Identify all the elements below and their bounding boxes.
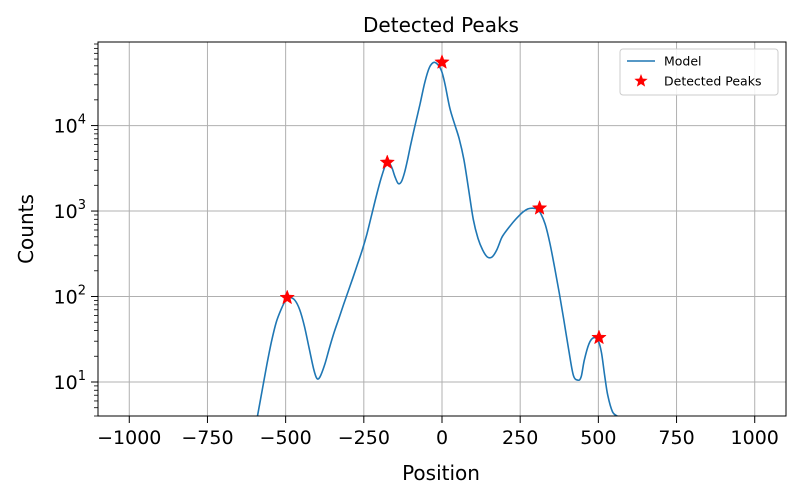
grid [98, 42, 786, 416]
legend-label: Detected Peaks [664, 74, 761, 89]
series-line-model [256, 61, 618, 416]
x-tick-label: 0 [436, 427, 448, 449]
plot-series [256, 54, 618, 416]
peak-marker [434, 54, 450, 69]
peak-marker [279, 289, 295, 305]
x-tick-label: −250 [338, 427, 390, 449]
x-axis: −1000 −750 −500 −250 0 250 500 750 1000 [97, 416, 779, 449]
legend-box [619, 48, 779, 96]
legend-swatch-star [634, 74, 648, 87]
chart-title: Detected Peaks [363, 13, 519, 37]
y-tick-label: 103 [54, 198, 86, 223]
legend: Model Detected Peaks [619, 48, 779, 96]
peak-marker [531, 199, 548, 215]
x-axis-label: Position [402, 461, 480, 485]
y-tick-label: 102 [54, 284, 86, 309]
y-tick-label: 101 [54, 369, 86, 394]
x-tick-label: −1000 [97, 427, 161, 449]
x-tick-label: −750 [181, 427, 233, 449]
x-tick-label: 250 [502, 427, 538, 449]
legend-label: Model [664, 54, 702, 69]
peak-marker [379, 154, 396, 170]
x-tick-label: 1000 [731, 427, 779, 449]
peak-marker [591, 329, 607, 345]
y-axis: 101 102 103 104 [54, 43, 98, 417]
x-tick-label: 500 [580, 427, 616, 449]
x-tick-label: −500 [260, 427, 312, 449]
y-tick-label: 104 [54, 113, 86, 138]
x-tick-label: 750 [658, 427, 694, 449]
y-axis-label: Counts [14, 194, 38, 264]
